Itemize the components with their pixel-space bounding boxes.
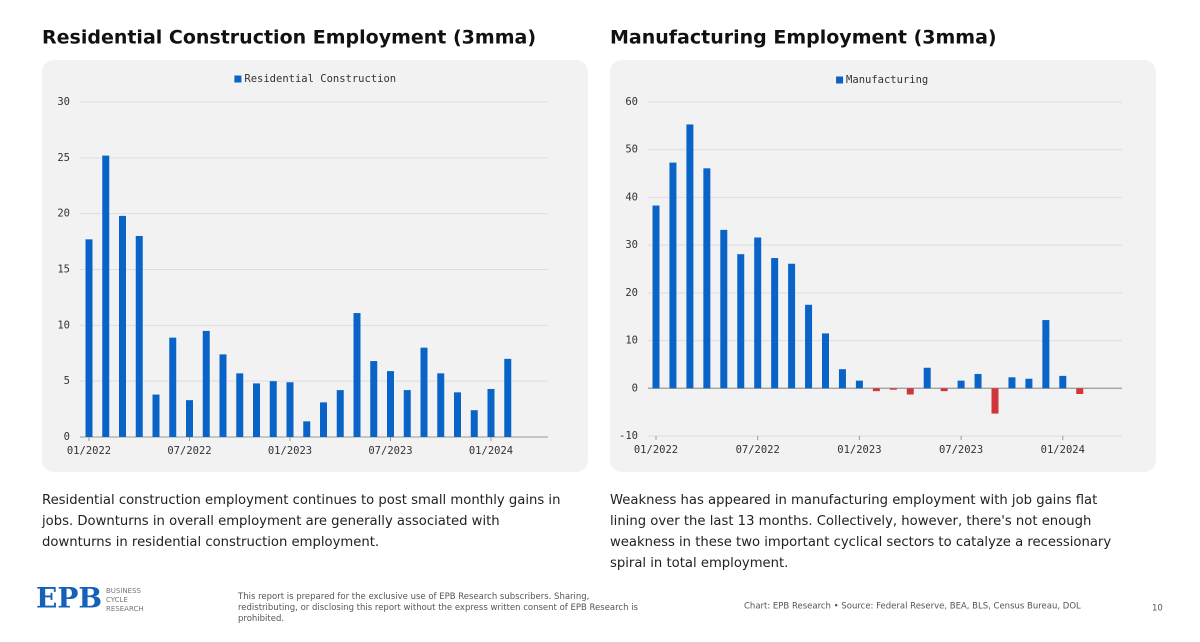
bar (822, 333, 829, 389)
y-tick-label: 0 (632, 382, 638, 394)
description: Residential construction employment cont… (42, 493, 561, 550)
legend-label: Residential Construction (244, 73, 396, 85)
bar (420, 347, 428, 437)
bar (669, 162, 677, 389)
bar (1008, 377, 1016, 389)
y-tick-label: 10 (57, 319, 70, 331)
bar (720, 229, 728, 389)
bar (470, 410, 478, 437)
logo: EPB (36, 582, 102, 615)
bar (353, 313, 361, 437)
bar (286, 382, 294, 437)
logo-line: CYCLE (106, 596, 128, 604)
chart-title: Manufacturing Employment (3mma) (610, 27, 997, 49)
y-tick-label: 30 (57, 96, 70, 108)
bar (303, 421, 311, 437)
bar (152, 394, 160, 437)
bar (788, 263, 796, 389)
x-tick-label: 07/2022 (167, 445, 211, 457)
bar (771, 258, 779, 389)
panel (610, 60, 1156, 472)
bar (504, 358, 512, 437)
bar (202, 330, 210, 437)
y-tick-label: 30 (625, 239, 638, 251)
x-tick-label: 01/2024 (1041, 444, 1085, 456)
disclaimer: This report is prepared for the exclusiv… (238, 592, 638, 624)
bar (253, 383, 260, 437)
bar (872, 388, 880, 392)
bar (487, 388, 495, 437)
bar (1059, 375, 1067, 389)
x-tick-label: 01/2022 (634, 444, 678, 456)
bar (85, 239, 93, 437)
y-tick-label: 25 (57, 152, 70, 164)
legend-swatch (836, 76, 844, 84)
bar (1042, 320, 1050, 389)
bar (1076, 388, 1084, 395)
bar (686, 124, 694, 389)
legend-swatch (234, 75, 242, 83)
bar (336, 390, 344, 437)
y-tick-label: 20 (57, 208, 70, 220)
y-tick-label: 20 (625, 287, 638, 299)
bar (974, 373, 982, 389)
bar (737, 254, 745, 389)
bar (991, 388, 999, 414)
bar (387, 371, 394, 437)
description: Weakness has appeared in manufacturing e… (610, 493, 1112, 571)
x-tick-label: 07/2022 (736, 444, 780, 456)
bar (703, 168, 711, 389)
bar (119, 215, 126, 437)
bar (437, 373, 445, 437)
y-tick-label: 60 (625, 96, 638, 108)
bar (403, 390, 411, 437)
y-tick-label: 15 (57, 264, 70, 276)
logo-line: BUSINESS (106, 587, 142, 595)
bar (855, 380, 863, 389)
bar (754, 237, 762, 389)
logo-line: RESEARCH (106, 605, 144, 613)
page-number: 10 (1152, 604, 1163, 614)
bar (957, 380, 965, 389)
x-tick-label: 07/2023 (368, 445, 412, 457)
bar (805, 304, 813, 389)
y-tick-label: 0 (64, 431, 70, 443)
bar (923, 367, 931, 389)
legend-label: Manufacturing (846, 74, 928, 86)
bar (102, 155, 110, 437)
panel (42, 60, 588, 472)
chart-title: Residential Construction Employment (3mm… (42, 27, 536, 49)
bar (135, 236, 143, 437)
bar (169, 337, 177, 437)
bar (652, 205, 660, 389)
x-tick-label: 07/2023 (939, 444, 983, 456)
bar (906, 388, 914, 395)
bar (186, 400, 193, 437)
bar (454, 392, 461, 437)
x-tick-label: 01/2023 (837, 444, 881, 456)
source: Chart: EPB Research • Source: Federal Re… (744, 602, 1081, 612)
bar (269, 381, 277, 437)
bar (940, 388, 948, 392)
bar (889, 388, 897, 390)
y-tick-label: 5 (64, 375, 70, 387)
bar (236, 373, 244, 437)
x-tick-label: 01/2023 (268, 445, 312, 457)
bar (1025, 378, 1033, 389)
y-tick-label: 10 (625, 335, 638, 347)
bar (370, 361, 378, 437)
bar (320, 402, 327, 437)
y-tick-label: 40 (625, 191, 638, 203)
bar (219, 354, 227, 437)
y-tick-label: 50 (625, 144, 638, 156)
y-tick-label: -10 (619, 430, 638, 442)
x-tick-label: 01/2024 (469, 445, 513, 457)
bar (838, 369, 846, 389)
x-tick-label: 01/2022 (67, 445, 111, 457)
